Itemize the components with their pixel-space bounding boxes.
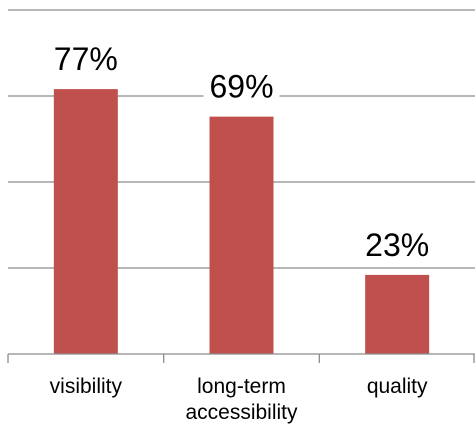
tick-label-long-term-accessibility: long-term accessibility bbox=[185, 375, 298, 424]
data-label-background bbox=[203, 68, 280, 105]
tick-label-quality: quality bbox=[367, 375, 428, 398]
bar-quality bbox=[365, 274, 430, 354]
bars bbox=[53, 89, 430, 355]
data-label-quality: 23% bbox=[365, 227, 429, 263]
data-label-visibility: 77% bbox=[54, 41, 118, 77]
data-label-long-term-accessibility: 69% bbox=[209, 69, 273, 105]
bar-visibility bbox=[53, 89, 118, 355]
data-label-background bbox=[47, 41, 124, 78]
x-tick-labels: visibility long-term accessibility quality bbox=[50, 375, 428, 424]
data-labels: 77% 69% 23% bbox=[47, 41, 436, 263]
x-axis bbox=[7, 353, 475, 363]
tick-label-visibility: visibility bbox=[50, 375, 123, 398]
bar-long-term-accessibility bbox=[209, 116, 274, 354]
data-label-background bbox=[359, 226, 436, 263]
